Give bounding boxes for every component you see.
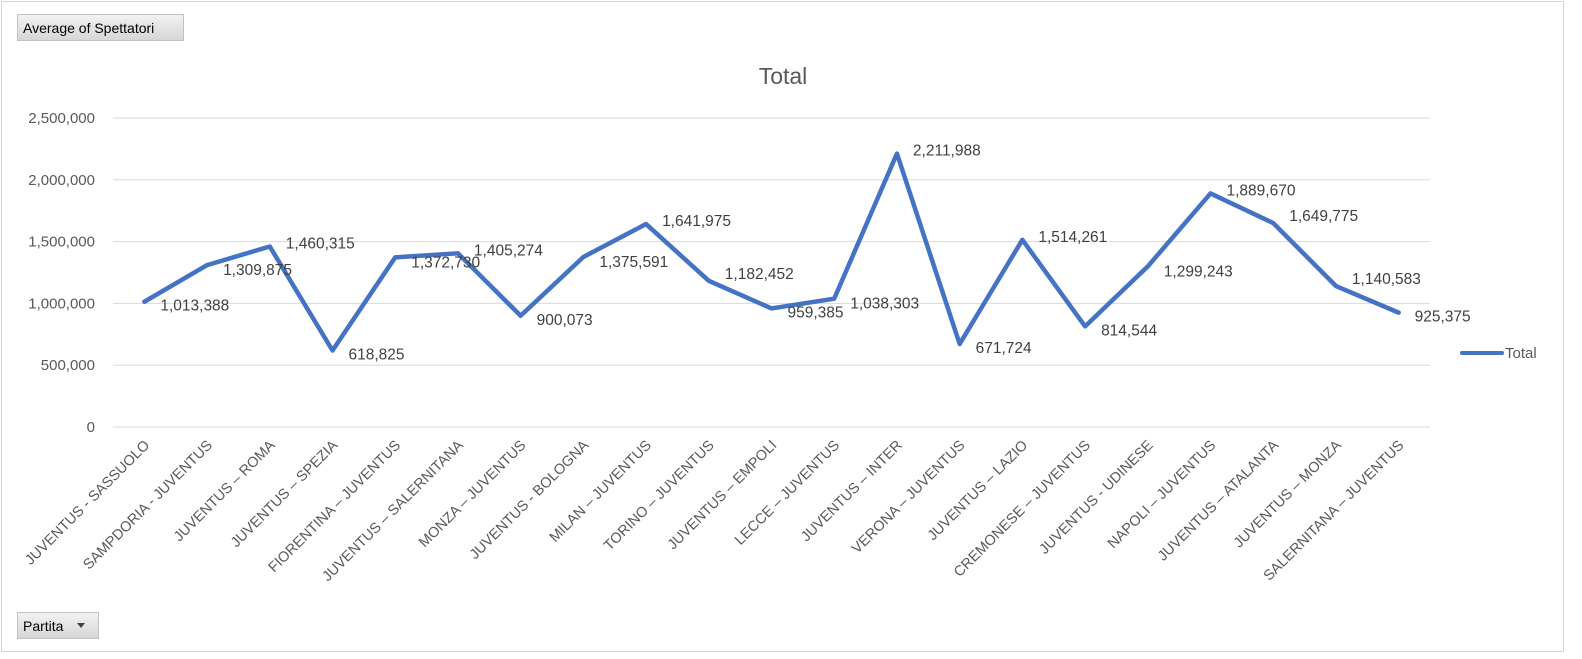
axis-field-label: Partita — [23, 617, 64, 634]
data-label: 1,460,315 — [286, 236, 355, 253]
chart-area[interactable] — [1, 1, 1564, 652]
data-point[interactable] — [894, 151, 899, 156]
series-line-total[interactable] — [142, 151, 1401, 353]
data-label: 1,649,775 — [1289, 208, 1358, 225]
x-tick-label: SALERNITANA – JUVENTUS — [1261, 438, 1408, 585]
y-axis: 0 500,000 1,000,000 1,500,000 2,000,000 2,500… — [28, 110, 95, 436]
x-tick-label: JUVENTUS - UDINESE — [1036, 437, 1156, 557]
data-point[interactable] — [142, 299, 147, 304]
data-point[interactable] — [1333, 284, 1338, 289]
gridlines — [113, 117, 1430, 428]
data-point[interactable] — [1083, 324, 1088, 329]
x-tick-label: MILAN – JUVENTUS — [547, 438, 655, 546]
y-tick-label: 2,000,000 — [28, 172, 95, 189]
data-point[interactable] — [644, 222, 649, 227]
data-point[interactable] — [769, 306, 774, 311]
data-point[interactable] — [1145, 264, 1150, 269]
data-point[interactable] — [706, 278, 711, 283]
data-point[interactable] — [1020, 237, 1025, 242]
data-label: 1,299,243 — [1164, 263, 1233, 280]
data-point[interactable] — [267, 244, 272, 249]
y-tick-label: 500,000 — [41, 357, 95, 374]
data-label: 1,372,730 — [411, 254, 480, 271]
data-label: 1,889,670 — [1227, 182, 1296, 199]
axis-field-button[interactable]: Partita — [17, 612, 99, 639]
data-label: 814,544 — [1101, 322, 1157, 339]
x-tick-label: JUVENTUS – SPEZIA — [228, 437, 342, 551]
data-label: 618,825 — [349, 347, 405, 364]
dropdown-arrow-icon[interactable] — [77, 623, 86, 628]
data-label: 1,013,388 — [160, 298, 229, 315]
x-tick-label: VERONA – JUVENTUS — [849, 438, 969, 558]
values-field-button[interactable]: Average of Spettatori — [17, 14, 184, 41]
data-point[interactable] — [393, 255, 398, 260]
data-labels: 1,013,388 1,309,875 1,460,315 618,825 1,372,… — [160, 143, 1470, 364]
data-label: 900,073 — [537, 312, 593, 329]
data-point[interactable] — [330, 348, 335, 353]
x-tick-label: JUVENTUS – MONZA — [1231, 437, 1345, 551]
data-label: 1,182,452 — [725, 266, 794, 283]
data-point[interactable] — [832, 296, 837, 301]
data-point[interactable] — [1271, 221, 1276, 226]
x-tick-label: SAMPDORIA - JUVENTUS — [80, 438, 216, 574]
x-tick-label: JUVENTUS - BOLOGNA — [467, 437, 592, 562]
y-tick-label: 1,500,000 — [28, 234, 95, 251]
x-tick-label: TORINO – JUVENTUS — [601, 438, 718, 555]
data-point[interactable] — [518, 313, 523, 318]
values-field-label: Average of Spettatori — [23, 19, 155, 36]
data-point[interactable] — [205, 263, 210, 268]
data-label: 925,375 — [1415, 309, 1471, 326]
data-label: 1,140,583 — [1352, 271, 1421, 288]
y-tick-label: 1,000,000 — [28, 295, 95, 312]
x-tick-label: NAPOLI – JUVENTUS — [1105, 438, 1219, 552]
x-tick-label: MONZA – JUVENTUS — [416, 438, 529, 551]
legend-label: Total — [1505, 345, 1537, 362]
y-tick-label: 0 — [87, 419, 95, 436]
data-point[interactable] — [957, 341, 962, 346]
data-label: 1,514,261 — [1038, 229, 1107, 246]
data-label: 1,038,303 — [850, 296, 919, 313]
x-tick-label: JUVENTUS - SASSUOLO — [22, 438, 153, 569]
x-tick-label: LECCE – JUVENTUS — [732, 438, 843, 549]
x-tick-label: JUVENTUS – ROMA — [171, 437, 279, 545]
data-label: 671,724 — [976, 340, 1032, 357]
data-label: 1,405,274 — [474, 242, 543, 259]
chart-title[interactable]: Total — [759, 63, 808, 89]
data-point[interactable] — [1208, 191, 1213, 196]
data-label: 959,385 — [788, 304, 844, 321]
legend[interactable]: Total — [1460, 345, 1537, 362]
x-tick-label: FIORENTINA – JUVENTUS — [266, 438, 404, 576]
x-tick-label: JUVENTUS – EMPOLI — [665, 438, 781, 554]
data-label: 1,641,975 — [662, 213, 731, 230]
data-label: 2,211,988 — [913, 143, 981, 160]
x-tick-label: JUVENTUS – ATALANTA — [1155, 437, 1282, 564]
data-label: 1,309,875 — [223, 262, 292, 279]
data-point[interactable] — [581, 254, 586, 259]
series-total[interactable] — [142, 151, 1401, 353]
data-label: 1,375,591 — [599, 254, 668, 271]
data-point[interactable] — [1396, 310, 1401, 315]
y-tick-label: 2,500,000 — [28, 110, 95, 127]
